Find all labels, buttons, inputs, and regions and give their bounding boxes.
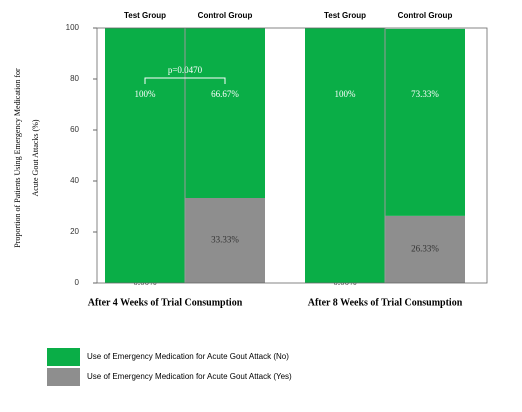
y-tick-label: 0 bbox=[75, 278, 80, 287]
y-tick-label: 80 bbox=[70, 74, 79, 83]
bar-segment bbox=[385, 215, 465, 283]
legend-swatch bbox=[47, 368, 80, 386]
bar-segment bbox=[185, 198, 265, 283]
bar-segment bbox=[105, 28, 185, 283]
y-axis-label: Proportion of Patients Using Emergency M… bbox=[13, 68, 40, 248]
category-label: Control Group bbox=[198, 11, 253, 20]
bar-segment bbox=[385, 28, 465, 216]
y-label-line: Acute Gout Attacks (%) bbox=[31, 119, 40, 196]
category-label: Control Group bbox=[398, 11, 453, 20]
legend-label: Use of Emergency Medication for Acute Go… bbox=[87, 372, 292, 381]
group-label: After 4 Weeks of Trial Consumption bbox=[88, 297, 243, 308]
y-tick-label: 100 bbox=[66, 23, 80, 32]
y-tick-label: 60 bbox=[70, 125, 79, 134]
y-tick-label: 40 bbox=[70, 176, 79, 185]
data-label: 33.33% bbox=[211, 235, 239, 245]
legend-swatch bbox=[47, 348, 80, 366]
bar-segment bbox=[185, 28, 265, 199]
data-label: 100% bbox=[335, 89, 357, 99]
data-label: 73.33% bbox=[411, 89, 439, 99]
data-label: 26.33% bbox=[411, 243, 439, 253]
y-label-line: Proportion of Patients Using Emergency M… bbox=[13, 68, 22, 248]
data-label: 100% bbox=[135, 89, 157, 99]
category-label: Test Group bbox=[124, 11, 166, 20]
group-label: After 8 Weeks of Trial Consumption bbox=[308, 297, 463, 308]
bar-segment bbox=[305, 28, 385, 283]
category-label: Test Group bbox=[324, 11, 366, 20]
plot-frame bbox=[96, 27, 488, 284]
data-label: 66.67% bbox=[211, 89, 239, 99]
annotation: p=0.0470 bbox=[168, 65, 203, 75]
legend-label: Use of Emergency Medication for Acute Go… bbox=[87, 352, 289, 361]
significance-bracket bbox=[144, 77, 226, 84]
y-tick-label: 20 bbox=[70, 227, 79, 236]
